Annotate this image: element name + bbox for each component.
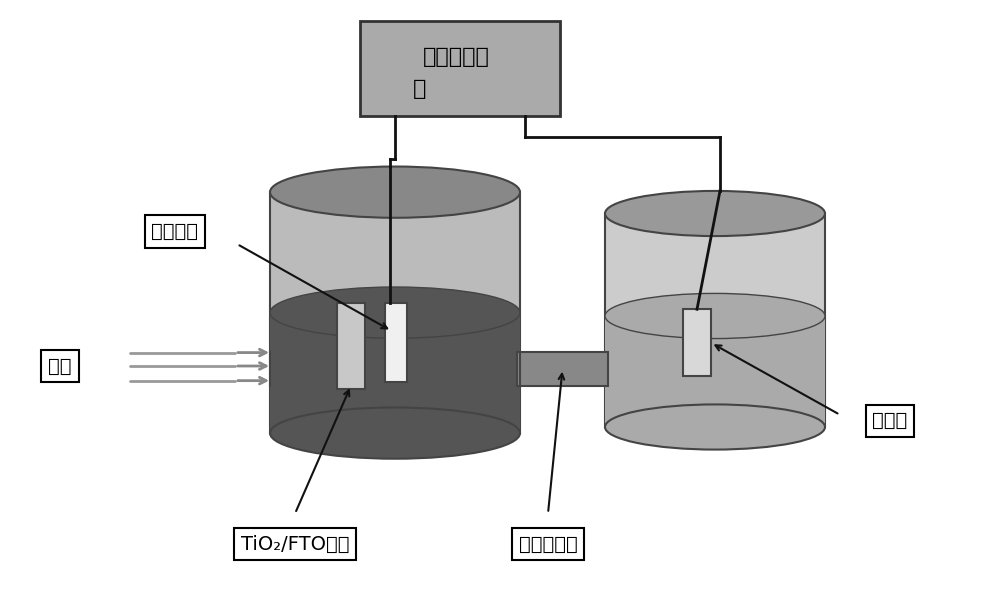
Ellipse shape [270, 167, 520, 218]
Text: 电化学工作: 电化学工作 [423, 48, 489, 67]
Ellipse shape [270, 407, 520, 459]
Ellipse shape [270, 287, 520, 338]
Polygon shape [605, 316, 825, 427]
Text: TiO₂/FTO电极: TiO₂/FTO电极 [241, 534, 349, 554]
Ellipse shape [605, 191, 825, 236]
Polygon shape [270, 352, 520, 386]
Polygon shape [270, 312, 520, 433]
FancyBboxPatch shape [337, 303, 365, 389]
FancyBboxPatch shape [683, 309, 711, 376]
Polygon shape [517, 352, 608, 386]
Text: 站: 站 [413, 79, 427, 99]
Text: 质子半透膜: 质子半透膜 [519, 534, 577, 554]
Text: 光照: 光照 [48, 356, 72, 376]
FancyBboxPatch shape [360, 21, 560, 116]
Ellipse shape [605, 293, 825, 339]
Polygon shape [270, 192, 520, 433]
Text: 铂电极: 铂电极 [872, 411, 908, 431]
Ellipse shape [605, 404, 825, 450]
FancyBboxPatch shape [385, 303, 407, 382]
Polygon shape [605, 214, 825, 427]
Text: 参比电极: 参比电极 [152, 222, 198, 242]
